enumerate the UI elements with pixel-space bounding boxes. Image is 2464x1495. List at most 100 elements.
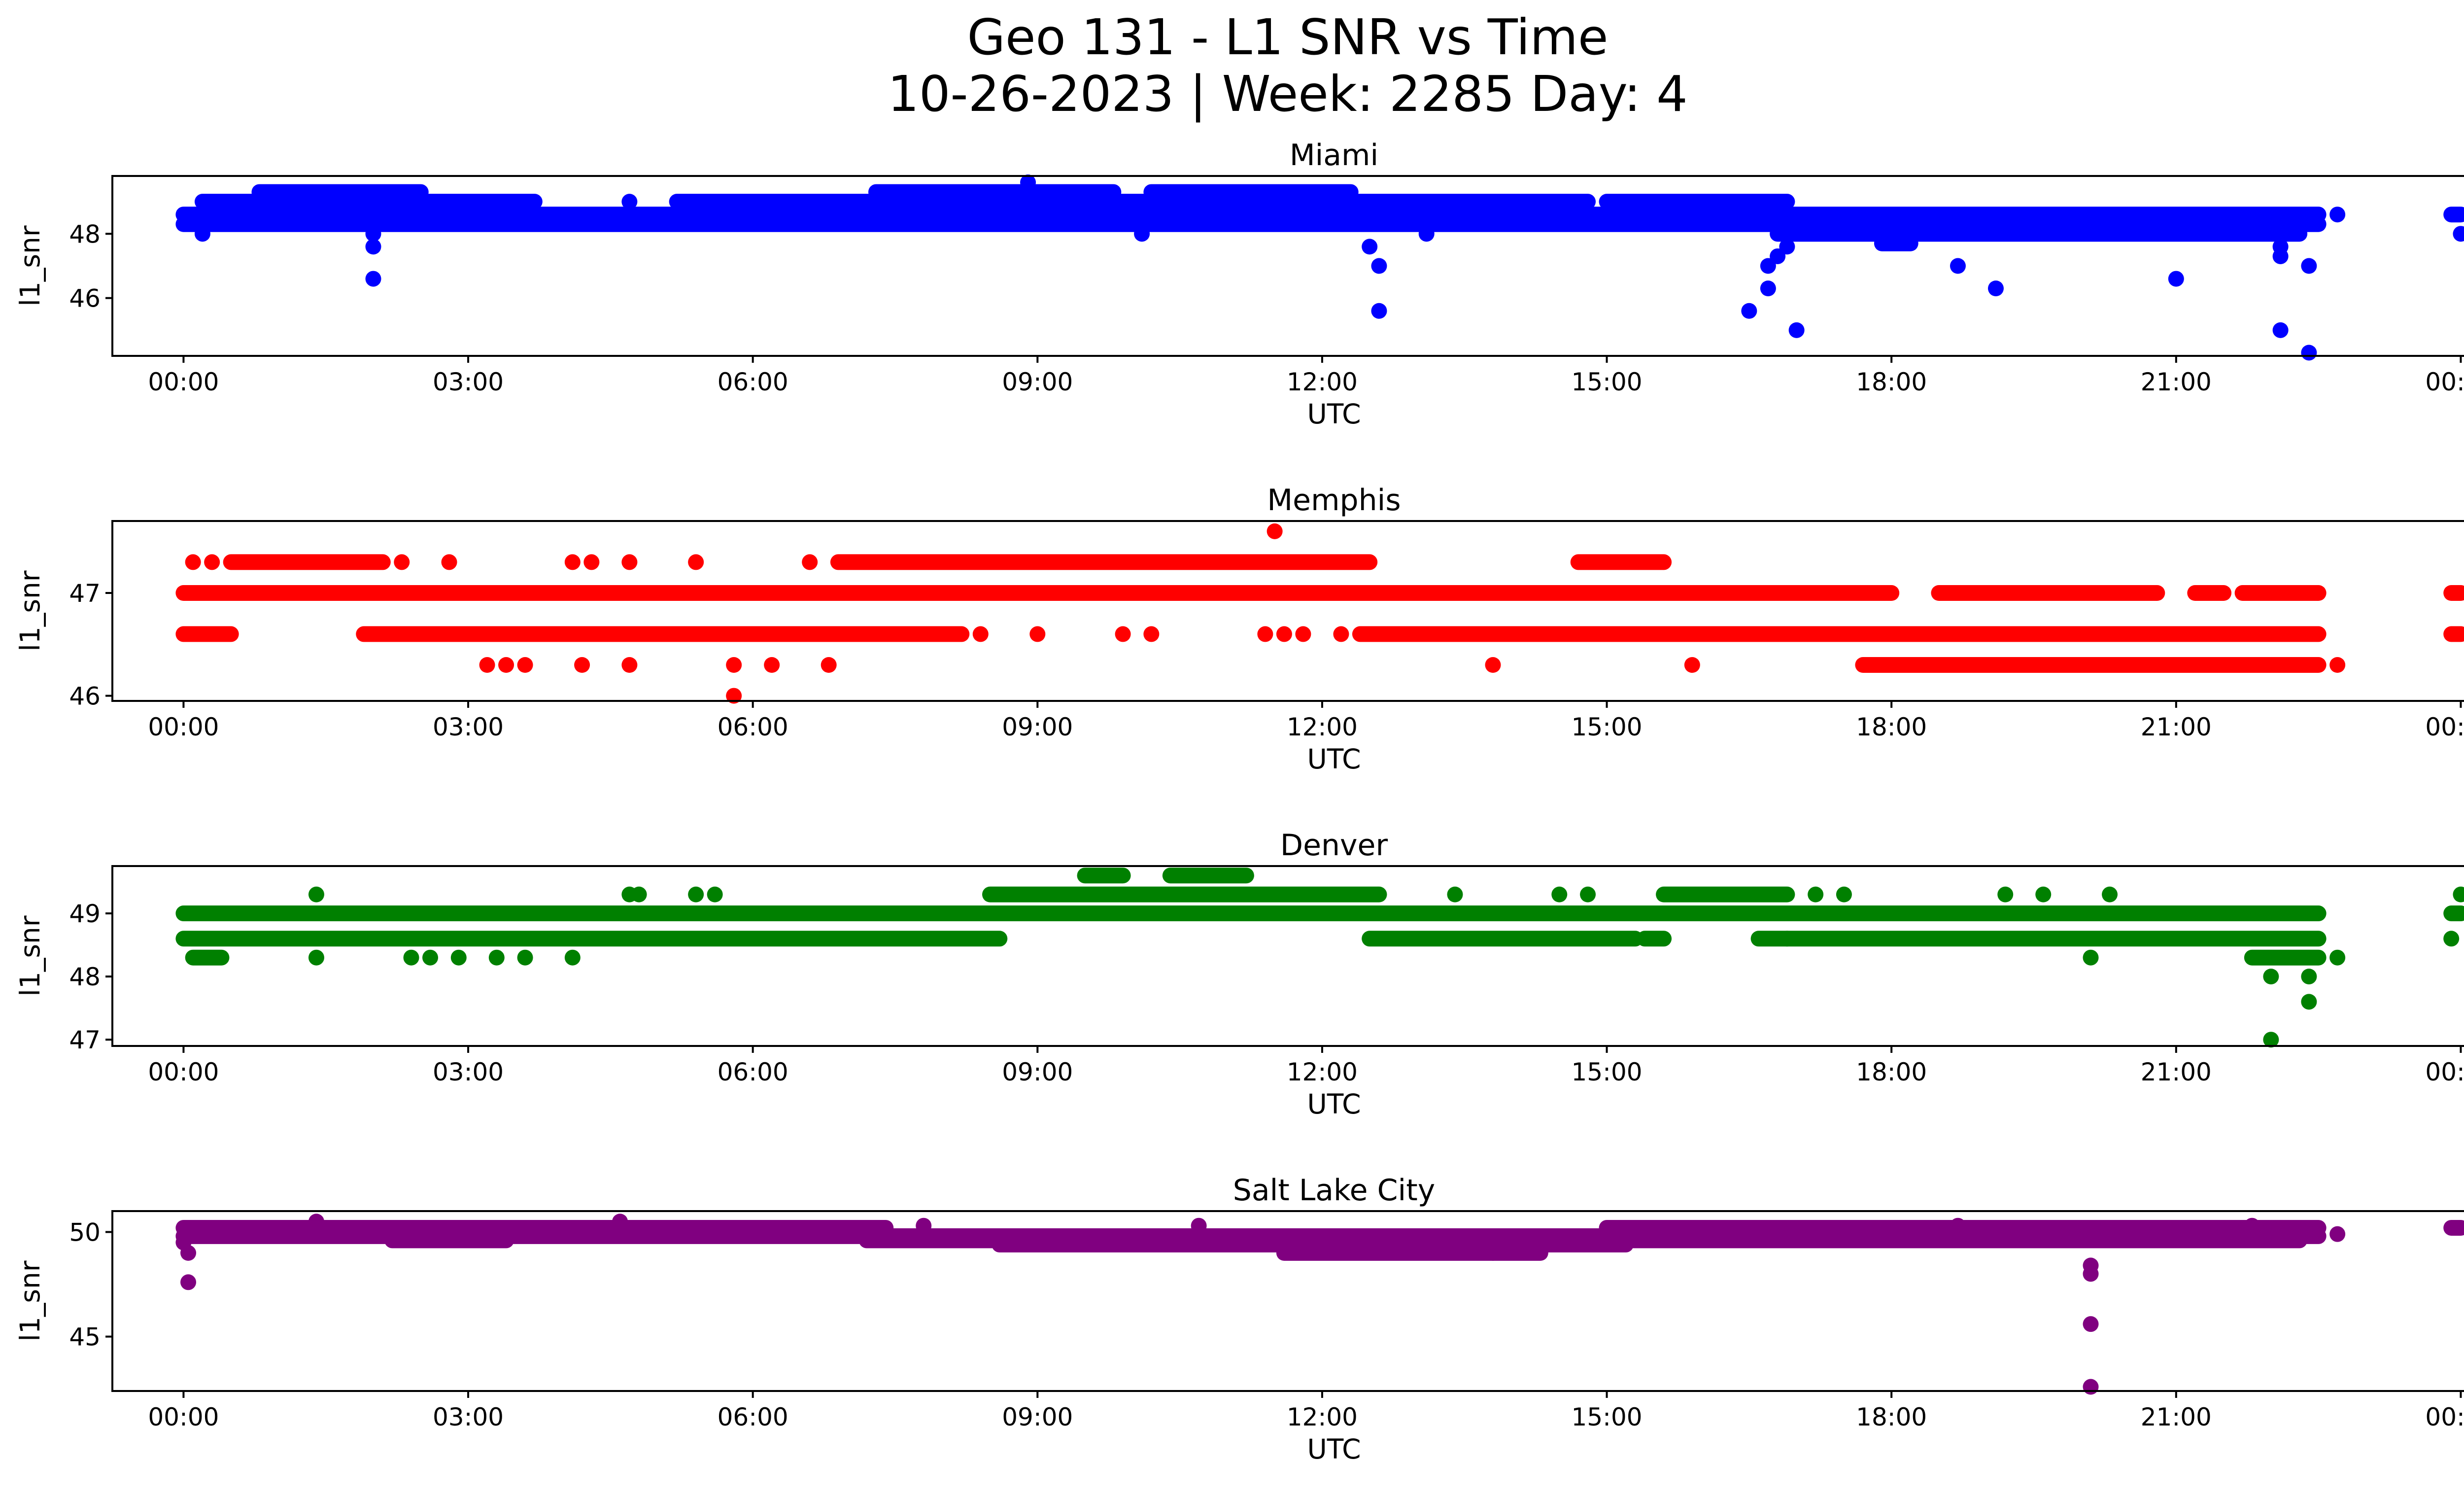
data-point-band xyxy=(175,207,2327,223)
data-point-band xyxy=(2443,905,2464,922)
data-point xyxy=(1362,239,1378,255)
x-tick-label: 00:00 xyxy=(2425,1403,2464,1431)
data-point-band xyxy=(1504,1232,2308,1249)
x-tick-label: 21:00 xyxy=(2141,713,2212,741)
y-axis-label: l1_snr xyxy=(14,570,46,651)
data-point xyxy=(1257,626,1273,642)
data-point-band xyxy=(356,626,970,642)
data-point-band xyxy=(1143,184,1359,200)
data-point xyxy=(2329,657,2346,673)
data-point xyxy=(764,657,780,673)
y-axis-label: l1_snr xyxy=(14,1260,46,1341)
data-point xyxy=(1580,886,1596,903)
data-point xyxy=(726,688,742,704)
data-point xyxy=(631,886,647,903)
x-tick-label: 12:00 xyxy=(1287,368,1358,396)
x-tick-label: 03:00 xyxy=(433,1058,504,1086)
figure-title-line1: Geo 131 - L1 SNR vs Time xyxy=(967,8,1608,66)
data-point-band xyxy=(982,886,1387,903)
data-point xyxy=(2168,271,2184,287)
data-point xyxy=(1684,657,1700,673)
data-point-band xyxy=(1352,626,2327,642)
data-point xyxy=(2329,949,2346,966)
data-point xyxy=(1485,1245,1501,1261)
data-point xyxy=(2272,248,2289,264)
data-point xyxy=(180,1274,197,1290)
data-point-band xyxy=(1077,868,1131,884)
data-point xyxy=(1333,626,1349,642)
data-point xyxy=(1779,239,1795,255)
series-points xyxy=(175,523,2464,704)
data-point xyxy=(1191,1217,1207,1234)
subplot-memphis: Memphis 00:00 03:00 06:00 09:00 12:00 15:00 18:… xyxy=(14,483,2464,775)
data-point xyxy=(2329,1226,2346,1242)
subplot-title: Salt Lake City xyxy=(1233,1173,1436,1208)
data-point xyxy=(802,554,818,570)
data-point xyxy=(972,626,989,642)
y-tick-label: 49 xyxy=(69,900,101,928)
data-point xyxy=(688,554,704,570)
x-tick-label: 00:00 xyxy=(148,713,219,741)
data-point xyxy=(2453,886,2464,903)
subplot-salt-lake-city: Salt Lake City 00:00 03:00 06:00 09:00 12:00 1… xyxy=(14,1173,2464,1465)
data-point xyxy=(707,886,723,903)
data-point xyxy=(1551,886,1568,903)
x-tick-label: 03:00 xyxy=(433,368,504,396)
data-point-band xyxy=(2187,585,2232,601)
data-point-band xyxy=(868,184,1122,200)
x-axis-label: UTC xyxy=(1307,398,1361,430)
data-point xyxy=(185,554,201,570)
data-point xyxy=(1371,258,1387,274)
data-point-band xyxy=(175,626,239,642)
data-point xyxy=(2263,969,2279,985)
data-point xyxy=(1760,280,1776,297)
data-point xyxy=(1987,280,2004,297)
data-point xyxy=(726,657,742,673)
subplots: Miami 00:00 03:00 06:00 09:00 12:00 15:00 18:00… xyxy=(14,138,2464,1465)
subplot-title: Denver xyxy=(1280,828,1388,863)
data-point xyxy=(2272,322,2289,338)
x-tick-label: 18:00 xyxy=(1856,368,1927,396)
x-tick-label: 09:00 xyxy=(1002,368,1073,396)
data-point xyxy=(2443,931,2460,947)
y-tick-label: 50 xyxy=(69,1218,101,1247)
data-point xyxy=(2263,1032,2279,1048)
data-point-band xyxy=(175,585,1900,601)
x-tick-label: 15:00 xyxy=(1572,1058,1643,1086)
x-tick-label: 00:00 xyxy=(2425,368,2464,396)
data-point xyxy=(1020,174,1036,191)
data-point xyxy=(2453,226,2464,242)
x-tick-label: 06:00 xyxy=(718,713,788,741)
data-point xyxy=(2083,1316,2099,1332)
x-axis-label: UTC xyxy=(1307,1088,1361,1120)
data-point xyxy=(1997,886,2014,903)
data-point-band xyxy=(175,905,2327,922)
x-tick-label: 12:00 xyxy=(1287,1403,1358,1431)
data-point xyxy=(621,194,638,210)
data-point xyxy=(1266,523,1283,539)
data-point xyxy=(450,949,467,966)
data-point-band xyxy=(2443,585,2464,601)
data-point xyxy=(574,657,590,673)
data-point-band xyxy=(1750,931,2327,947)
y-tick-label: 48 xyxy=(69,220,101,248)
data-point xyxy=(517,657,533,673)
subplot-title: Memphis xyxy=(1267,483,1401,518)
x-tick-label: 06:00 xyxy=(718,1058,788,1086)
x-tick-label: 06:00 xyxy=(718,1403,788,1431)
x-axis-label: UTC xyxy=(1307,1433,1361,1465)
data-point xyxy=(1523,1243,1539,1259)
data-point-band xyxy=(1770,226,2308,242)
subplot-miami: Miami 00:00 03:00 06:00 09:00 12:00 15:00 18:00… xyxy=(14,138,2464,430)
x-tick-label: 03:00 xyxy=(433,713,504,741)
data-point xyxy=(479,657,495,673)
data-point xyxy=(564,949,581,966)
data-point xyxy=(1779,931,1795,947)
y-axis-label: l1_snr xyxy=(14,225,46,306)
data-point-band xyxy=(1855,657,2327,673)
x-tick-label: 09:00 xyxy=(1002,1058,1073,1086)
data-point xyxy=(365,239,381,255)
data-point xyxy=(1115,626,1131,642)
data-point xyxy=(621,554,638,570)
data-point-band xyxy=(2244,949,2327,966)
